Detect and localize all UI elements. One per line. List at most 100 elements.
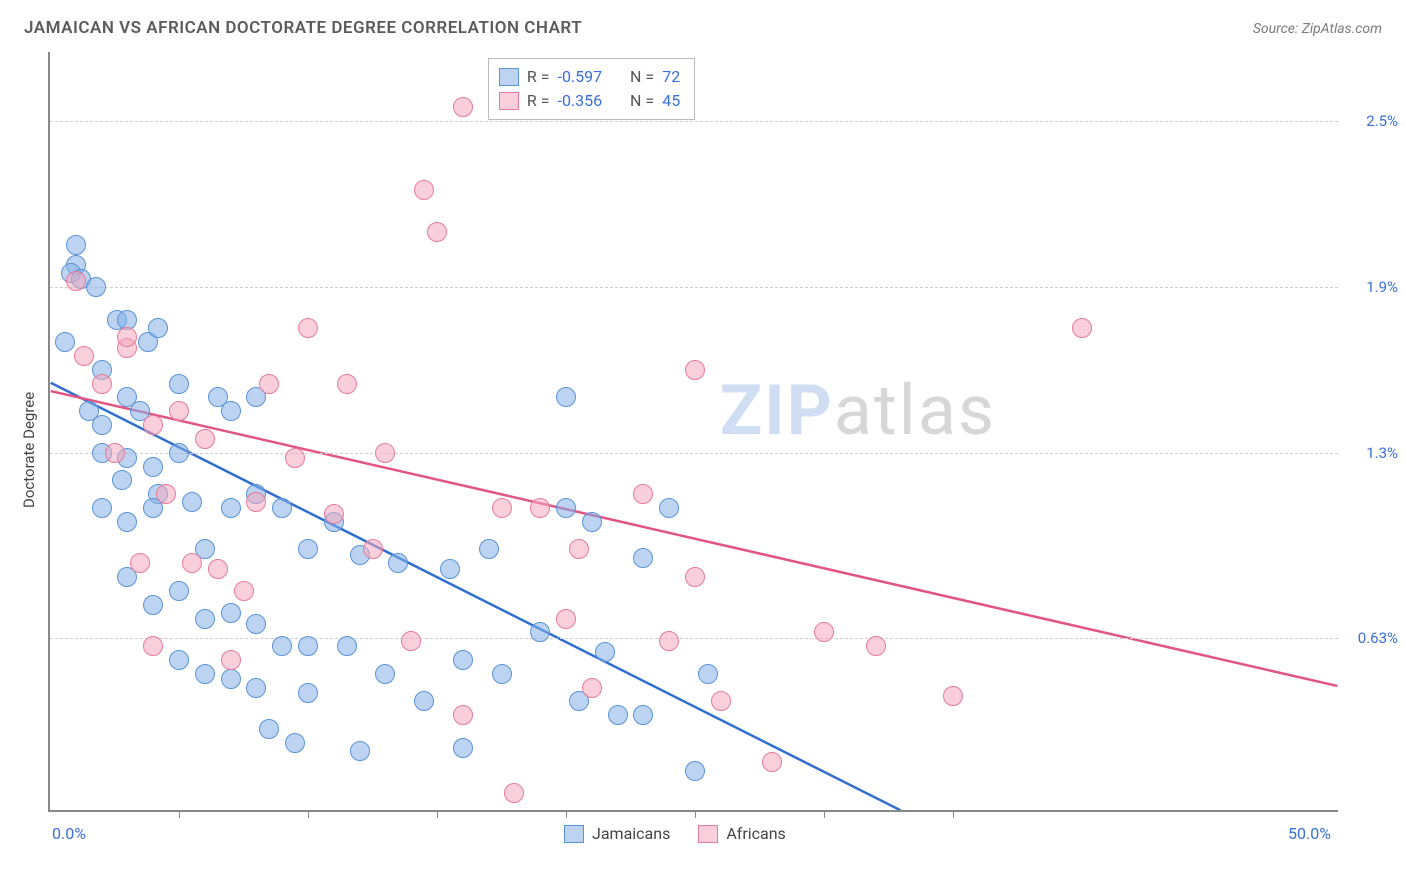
data-point xyxy=(221,669,241,689)
x-tick xyxy=(566,810,567,818)
data-point xyxy=(375,443,395,463)
data-point xyxy=(401,631,421,651)
x-tick xyxy=(308,810,309,818)
data-point xyxy=(221,650,241,670)
data-point xyxy=(492,498,512,518)
data-point xyxy=(92,415,112,435)
data-point xyxy=(375,664,395,684)
data-point xyxy=(208,559,228,579)
gridline xyxy=(50,638,1338,639)
data-point xyxy=(272,636,292,656)
data-point xyxy=(363,539,383,559)
data-point xyxy=(117,512,137,532)
data-point xyxy=(195,609,215,629)
stat-n-label: N = xyxy=(630,65,654,89)
y-tick-label: 2.5% xyxy=(1343,112,1398,130)
data-point xyxy=(66,271,86,291)
data-point xyxy=(182,492,202,512)
data-point xyxy=(55,332,75,352)
data-point xyxy=(285,448,305,468)
series-swatch xyxy=(564,825,584,843)
y-tick-label: 0.63% xyxy=(1343,629,1398,647)
data-point xyxy=(92,498,112,518)
data-point xyxy=(608,705,628,725)
data-point xyxy=(112,470,132,490)
gridline xyxy=(50,287,1338,288)
scatter-plot-area: ZIPatlas R = -0.597 N = 72R = -0.356 N =… xyxy=(48,52,1338,812)
x-axis-max-label: 50.0% xyxy=(1288,824,1331,843)
data-point xyxy=(246,678,266,698)
data-point xyxy=(298,318,318,338)
data-point xyxy=(453,97,473,117)
data-point xyxy=(259,374,279,394)
data-point xyxy=(143,415,163,435)
data-point xyxy=(453,650,473,670)
trend-lines xyxy=(50,52,1338,810)
data-point xyxy=(440,559,460,579)
y-tick-label: 1.9% xyxy=(1343,278,1398,296)
data-point xyxy=(556,498,576,518)
data-point xyxy=(143,595,163,615)
data-point xyxy=(298,539,318,559)
data-point xyxy=(530,622,550,642)
stat-n-value: 45 xyxy=(662,89,680,113)
data-point xyxy=(259,719,279,739)
data-point xyxy=(556,387,576,407)
y-tick-label: 1.3% xyxy=(1343,444,1398,462)
data-point xyxy=(66,235,86,255)
data-point xyxy=(633,705,653,725)
data-point xyxy=(182,553,202,573)
data-point xyxy=(285,733,305,753)
data-point xyxy=(685,567,705,587)
data-point xyxy=(246,492,266,512)
data-point xyxy=(130,553,150,573)
data-point xyxy=(453,738,473,758)
data-point xyxy=(169,650,189,670)
legend-label: Africans xyxy=(726,824,785,843)
data-point xyxy=(414,180,434,200)
data-point xyxy=(414,691,434,711)
data-point xyxy=(169,374,189,394)
data-point xyxy=(86,277,106,297)
data-point xyxy=(105,443,125,463)
series-swatch xyxy=(499,68,519,86)
data-point xyxy=(698,664,718,684)
gridline xyxy=(50,121,1338,122)
stat-r-label: R = xyxy=(527,89,550,113)
x-tick xyxy=(695,810,696,818)
stats-row: R = -0.597 N = 72 xyxy=(499,65,680,89)
data-point xyxy=(582,678,602,698)
x-axis-min-label: 0.0% xyxy=(52,824,86,843)
data-point xyxy=(388,553,408,573)
source-attribution: Source: ZipAtlas.com xyxy=(1253,21,1382,37)
stat-r-label: R = xyxy=(527,65,550,89)
data-point xyxy=(711,691,731,711)
data-point xyxy=(169,581,189,601)
data-point xyxy=(169,443,189,463)
data-point xyxy=(117,327,137,347)
stat-n-value: 72 xyxy=(662,65,680,89)
watermark: ZIPatlas xyxy=(720,370,996,452)
x-tick xyxy=(824,810,825,818)
data-point xyxy=(221,401,241,421)
stat-r-value: -0.356 xyxy=(558,89,603,113)
x-tick xyxy=(179,810,180,818)
data-point xyxy=(479,539,499,559)
data-point xyxy=(74,346,94,366)
data-point xyxy=(943,686,963,706)
data-point xyxy=(504,783,524,803)
data-point xyxy=(298,636,318,656)
series-swatch xyxy=(499,92,519,110)
data-point xyxy=(633,484,653,504)
data-point xyxy=(530,498,550,518)
data-point xyxy=(582,512,602,532)
data-point xyxy=(156,484,176,504)
data-point xyxy=(453,705,473,725)
data-point xyxy=(814,622,834,642)
correlation-stats-box: R = -0.597 N = 72R = -0.356 N = 45 xyxy=(488,58,695,120)
data-point xyxy=(1072,318,1092,338)
data-point xyxy=(143,457,163,477)
data-point xyxy=(298,683,318,703)
series-legend: JamaicansAfricans xyxy=(564,824,786,843)
data-point xyxy=(143,636,163,656)
